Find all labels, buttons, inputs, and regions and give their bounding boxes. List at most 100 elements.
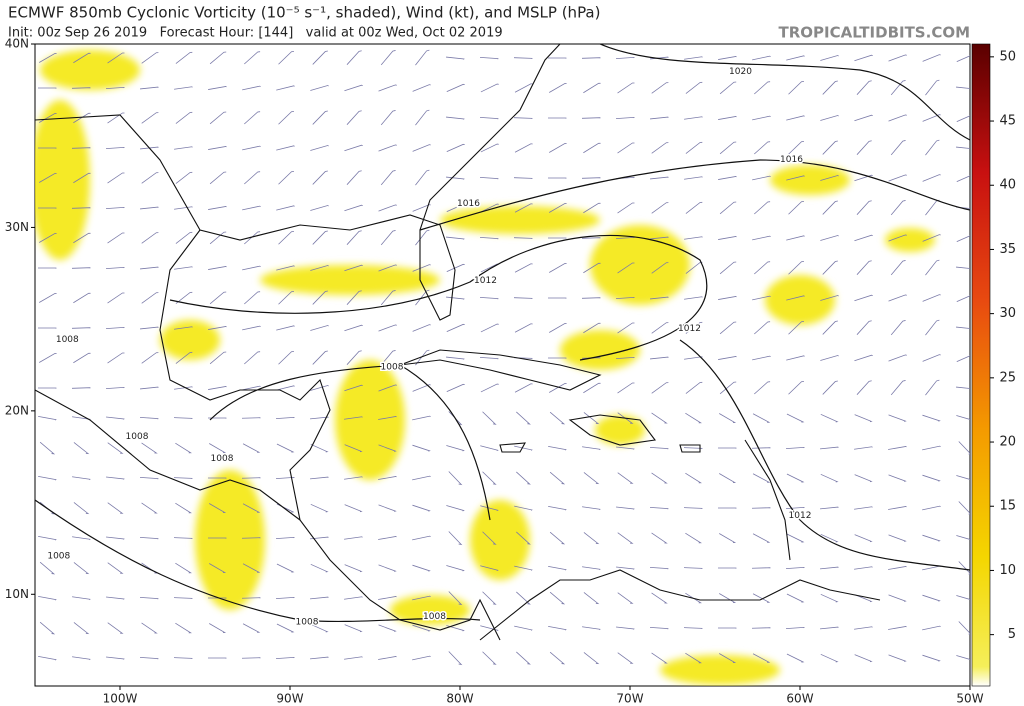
wind-barb [38,293,57,303]
wind-barb [754,201,771,215]
wind-barb [547,237,567,239]
wind-barb [854,626,873,630]
wind-barb [822,140,838,155]
wind-barb [922,234,941,242]
wind-barb [617,592,634,604]
wind-barb [516,531,531,545]
wind-barb [649,506,669,510]
wind-barb [107,442,124,454]
vorticity-area [195,470,265,610]
wind-barb [378,204,397,212]
wind-barb [582,506,601,511]
isobar-label: 1016 [457,199,480,209]
wind-barb [719,141,737,155]
vorticity-area [660,655,780,685]
wind-barb [412,535,431,541]
wind-barb [241,597,261,599]
wind-barb [346,230,362,245]
colorbar-tick-label: 10 [999,563,1016,578]
wind-barb [549,531,566,545]
wind-barb [820,235,839,241]
coastline [499,442,526,453]
wind-barb [73,562,90,575]
wind-barb [922,354,941,362]
wind-barb [37,267,57,269]
wind-barb [242,503,261,513]
wind-barb [175,622,192,634]
wind-barb [276,265,295,271]
wind-barb [717,507,737,509]
wind-barb [549,411,566,425]
wind-barb [141,442,158,454]
wind-barb [583,592,600,605]
wind-barb [856,320,872,335]
wind-barb [786,413,805,423]
wind-barb [312,110,328,125]
wind-barb [752,593,771,603]
wind-barb [956,655,970,660]
vorticity-area [590,225,690,305]
wind-barb [242,205,261,211]
wind-barb [513,237,533,240]
wind-barb [480,83,499,93]
wind-barb [888,114,907,122]
colorbar-tick-label: 20 [999,435,1016,450]
wind-barb [39,441,56,455]
wind-barb [548,626,567,631]
wind-barb [175,111,193,124]
wind-barb [378,476,397,480]
wind-barb [378,144,397,152]
wind-barb [548,323,567,333]
wind-barb [820,626,839,630]
wind-barb [479,116,499,120]
wind-barb [888,414,907,422]
wind-barb [548,566,567,571]
wind-barb [548,506,567,511]
wind-barb [175,171,193,184]
wind-barb [378,324,397,332]
wind-barb [788,80,805,95]
wind-barb [173,477,193,480]
wind-barb [854,294,873,302]
wind-barb [719,201,737,215]
wind-barb [956,235,970,243]
wind-barb [310,443,329,453]
coastline [479,569,881,641]
wind-barb [650,236,669,240]
wind-barb [209,111,227,125]
wind-barb [548,446,567,451]
wind-barb [412,144,431,152]
wind-barb [175,502,192,514]
wind-barb [415,289,430,306]
wind-barb [141,172,159,184]
wind-barb [617,532,634,544]
wind-barb [378,84,397,92]
wind-barb [822,260,838,275]
wind-barb [278,170,295,185]
wind-barb [785,566,805,569]
wind-barb [346,110,362,125]
wind-barb [820,115,839,121]
wind-barb [105,386,125,390]
vorticity-shading [35,50,935,685]
wind-barb [141,622,158,634]
wind-barb [446,505,465,512]
wind-barb [958,441,970,455]
wind-barb [480,445,499,452]
wind-barb [788,260,805,275]
wind-barb [651,592,668,604]
wind-barb [651,262,669,274]
wind-barb [820,295,839,301]
wind-barb [683,627,703,630]
wind-barb [717,447,737,449]
wind-barb [583,532,600,545]
wind-barb [890,380,906,396]
lat-tick-label: 30N [5,220,29,234]
wind-barb [173,657,193,660]
isobar [209,364,491,521]
wind-barb [922,294,941,302]
wind-barb [242,85,261,91]
wind-barb [651,382,669,394]
lon-tick-label: 90W [276,692,303,706]
wind-barb [956,326,970,329]
